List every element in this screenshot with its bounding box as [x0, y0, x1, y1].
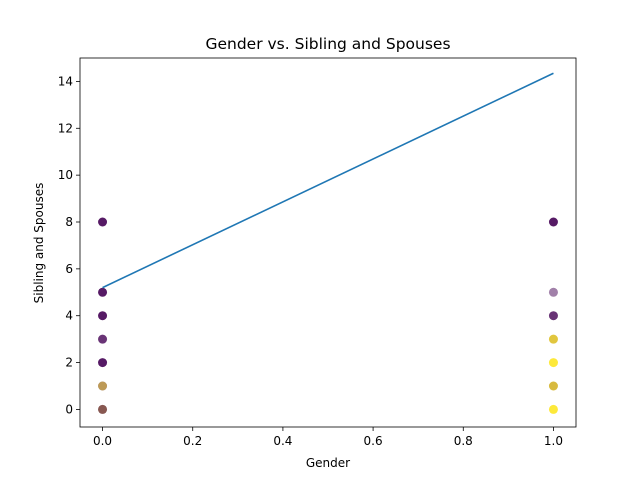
x-tick-label: 0.0 [93, 434, 112, 448]
data-point-1 [98, 287, 108, 297]
data-point-15 [548, 381, 558, 391]
y-tick-label: 12 [58, 121, 73, 135]
data-point-17 [548, 404, 558, 414]
data-point-0 [98, 217, 108, 227]
y-tick-label: 10 [58, 168, 73, 182]
y-tick-label: 8 [65, 215, 73, 229]
y-tick-label: 6 [65, 262, 73, 276]
x-tick-label: 0.6 [364, 434, 383, 448]
y-tick-label: 4 [65, 309, 73, 323]
chart-title: Gender vs. Sibling and Spouses [205, 35, 450, 53]
data-point-3 [98, 334, 108, 344]
x-tick-label: 1.0 [544, 434, 563, 448]
data-point-14 [548, 358, 558, 368]
y-tick-label: 14 [58, 74, 73, 88]
data-point-12 [548, 334, 558, 344]
axes-frame [79, 57, 577, 428]
data-point-13 [548, 334, 558, 344]
x-tick-label: 0.2 [183, 434, 202, 448]
x-tick-label: 0.8 [454, 434, 473, 448]
data-point-8 [98, 404, 108, 414]
data-point-4 [98, 358, 108, 368]
data-point-9 [548, 217, 558, 227]
data-point-6 [98, 381, 108, 391]
data-point-7 [98, 404, 108, 414]
data-point-16 [548, 381, 558, 391]
y-tick-label: 0 [65, 402, 73, 416]
y-axis-label: Sibling and Spouses [32, 183, 46, 304]
x-tick-label: 0.4 [273, 434, 292, 448]
plot-area: 0.0 0.2 0.4 0.6 0.8 1.0 0 2 4 6 8 10 12 14 [58, 57, 577, 448]
data-point-11 [548, 311, 558, 321]
regression-line [102, 72, 554, 289]
y-tick-label: 2 [65, 356, 73, 370]
data-point-10 [548, 287, 558, 297]
data-point-2 [98, 311, 108, 321]
x-axis-label: Gender [306, 456, 350, 470]
